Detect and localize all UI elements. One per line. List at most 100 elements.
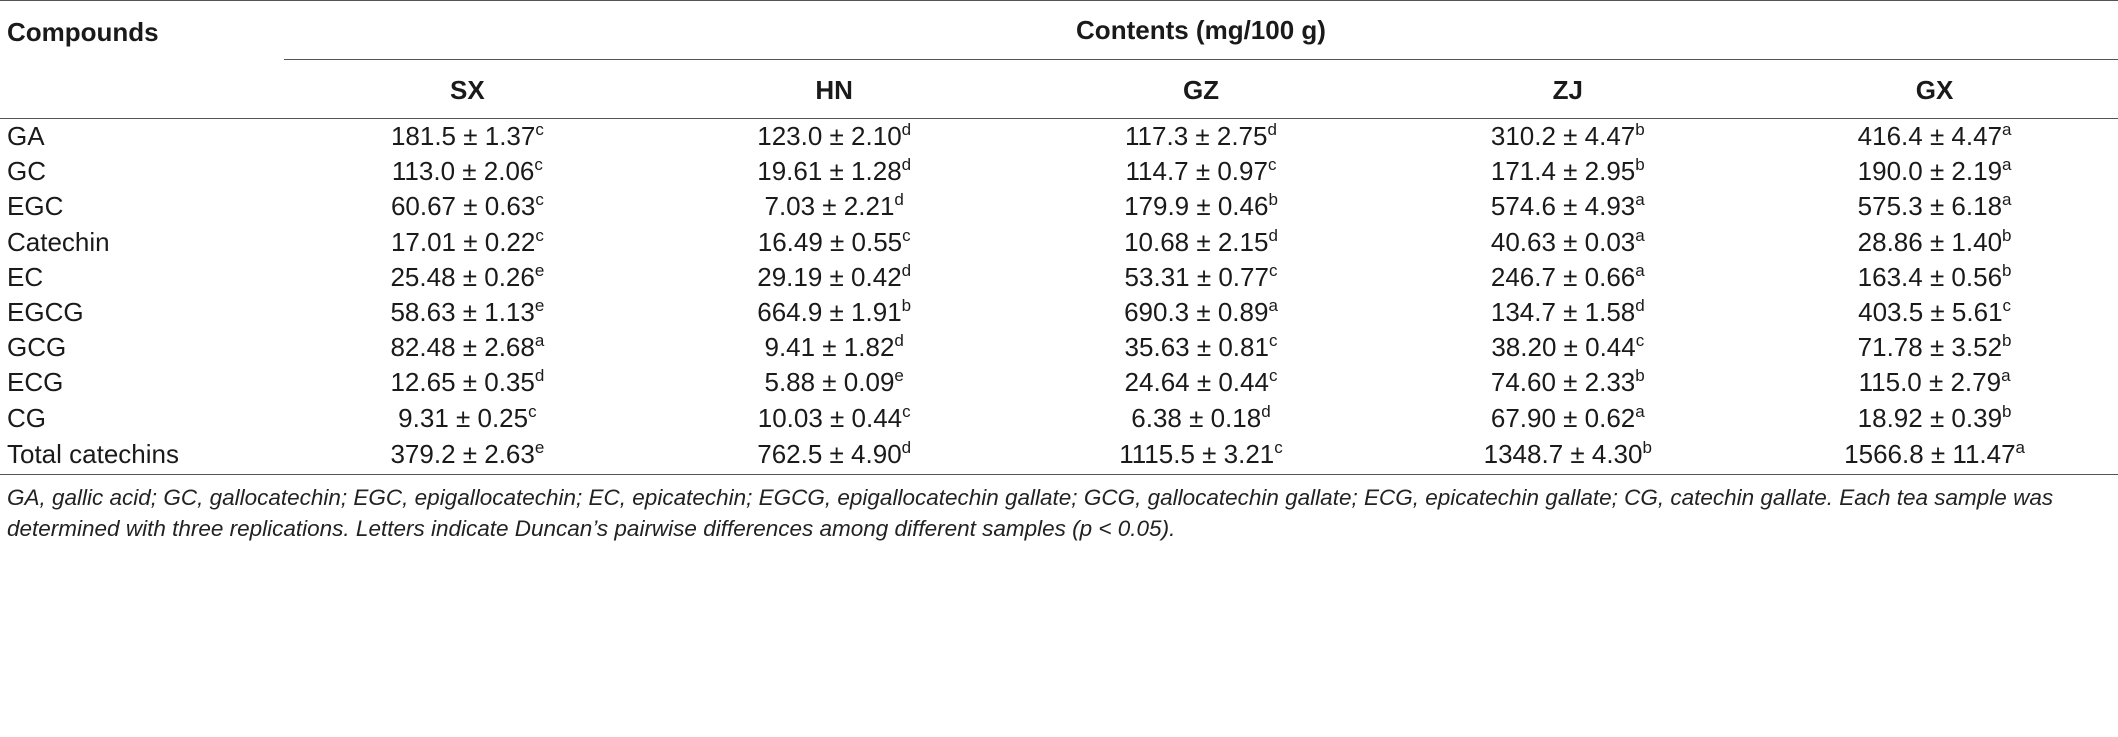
significance-letter: c: [1268, 366, 1278, 386]
table-row: Catechin 17.01 ± 0.22c 16.49 ± 0.55c 10.68 …: [0, 225, 2118, 260]
table-cell: 5.88 ± 0.09e: [651, 365, 1018, 400]
table-cell: 246.7 ± 0.66a: [1384, 260, 1751, 295]
significance-letter: e: [534, 260, 545, 280]
significance-letter: a: [2015, 438, 2026, 458]
table-row: GCG 82.48 ± 2.68a 9.41 ± 1.82d 35.63 ± 0.81…: [0, 330, 2118, 365]
table-cell: 35.63 ± 0.81c: [1018, 330, 1385, 365]
table-row: GA 181.5 ± 1.37c 123.0 ± 2.10d 117.3 ± 2.75…: [0, 119, 2118, 155]
cell-value: 403.5 ± 5.61: [1858, 297, 2003, 328]
table-cell: 179.9 ± 0.46b: [1018, 189, 1385, 224]
table-cell: 117.3 ± 2.75d: [1018, 119, 1385, 155]
table-cell: 9.31 ± 0.25c: [284, 401, 651, 436]
table-cell: 28.86 ± 1.40b: [1751, 225, 2118, 260]
significance-letter: c: [535, 120, 544, 140]
significance-letter: b: [2002, 401, 2012, 421]
cell-value: 117.3 ± 2.75: [1125, 121, 1268, 152]
contents-group-header: Contents (mg/100 g): [284, 0, 2118, 60]
column-header-gz: GZ: [1017, 59, 1385, 119]
table-cell: 690.3 ± 0.89a: [1018, 295, 1385, 330]
cell-value: 25.48 ± 0.26: [390, 261, 535, 292]
table-cell: 60.67 ± 0.63c: [284, 189, 651, 224]
significance-letter: c: [902, 225, 911, 245]
table-footnote: GA, gallic acid; GC, gallocatechin; EGC,…: [7, 484, 2054, 541]
table-cell: 762.5 ± 4.90d: [650, 435, 1018, 475]
cell-value: 10.68 ± 2.15: [1124, 226, 1269, 257]
cell-value: 19.61 ± 1.28: [757, 156, 902, 187]
table-cell: 379.2 ± 2.63e: [284, 435, 651, 475]
table-cell: 7.03 ± 2.21d: [651, 189, 1018, 224]
table-row: EGC 60.67 ± 0.63c 7.03 ± 2.21d 179.9 ± 0.46…: [0, 189, 2118, 224]
table-cell: 9.41 ± 1.82d: [651, 330, 1018, 365]
column-header-sx: SX: [284, 59, 651, 119]
table-cell: 16.49 ± 0.55c: [651, 225, 1018, 260]
significance-letter: b: [901, 296, 912, 316]
significance-letter: c: [528, 401, 537, 421]
table-cell: 113.0 ± 2.06c: [284, 154, 651, 189]
table-cell: 171.4 ± 2.95b: [1384, 154, 1751, 189]
cell-value: 16.49 ± 0.55: [757, 226, 903, 257]
cell-value: 9.31 ± 0.25: [398, 402, 529, 433]
significance-letter: a: [1268, 296, 1278, 316]
row-compound-name: GC: [7, 156, 46, 187]
cell-value: 82.48 ± 2.68: [390, 332, 535, 363]
cell-value: 24.64 ± 0.44: [1124, 367, 1269, 398]
cell-value: 179.9 ± 0.46: [1124, 191, 1269, 222]
significance-letter: c: [902, 401, 911, 421]
significance-letter: d: [901, 155, 912, 175]
significance-letter: e: [534, 296, 545, 316]
significance-letter: e: [534, 438, 545, 458]
table-cell: 416.4 ± 4.47a: [1751, 119, 2118, 155]
cell-value: 664.9 ± 1.91: [757, 297, 902, 328]
cell-value: 1115.5 ± 3.21: [1119, 439, 1275, 470]
cell-value: 6.38 ± 0.18: [1131, 402, 1262, 433]
table-row: CG 9.31 ± 0.25c 10.03 ± 0.44c 6.38 ± 0.18d 6…: [0, 401, 2118, 436]
significance-letter: c: [1268, 260, 1278, 280]
column-header-zj: ZJ: [1384, 59, 1752, 119]
cell-value: 53.31 ± 0.77: [1124, 261, 1269, 292]
significance-letter: c: [534, 155, 543, 175]
significance-letter: d: [901, 120, 912, 140]
table-cell: 82.48 ± 2.68a: [284, 330, 651, 365]
cell-value: 575.3 ± 6.18: [1857, 191, 2003, 222]
cell-value: 40.63 ± 0.03: [1490, 226, 1636, 257]
cell-value: 416.4 ± 4.47: [1857, 121, 2003, 152]
cell-value: 9.41 ± 1.82: [764, 332, 895, 363]
cell-value: 190.0 ± 2.19: [1857, 156, 2003, 187]
significance-letter: b: [1635, 366, 1645, 386]
cell-value: 134.7 ± 1.58: [1490, 297, 1636, 328]
catechin-content-table: Compounds Contents (mg/100 g) SX HN GZ ZJ GX…: [0, 0, 2118, 475]
cell-value: 246.7 ± 0.66: [1490, 261, 1636, 292]
significance-letter: a: [1635, 401, 1645, 421]
cell-value: 115.0 ± 2.79: [1858, 367, 2002, 398]
cell-value: 67.90 ± 0.62: [1490, 402, 1636, 433]
table-cell: 575.3 ± 6.18a: [1751, 189, 2118, 224]
compounds-header: Compounds: [0, 0, 284, 119]
table-cell: 123.0 ± 2.10d: [651, 119, 1018, 155]
table-cell: 18.92 ± 0.39b: [1751, 401, 2118, 436]
table-cell: 12.65 ± 0.35d: [284, 365, 651, 400]
cell-value: 74.60 ± 2.33: [1490, 367, 1636, 398]
significance-letter: c: [1268, 331, 1278, 351]
significance-letter: c: [2002, 296, 2012, 316]
significance-letter: b: [1635, 155, 1645, 175]
row-compound-name: EGCG: [7, 297, 84, 328]
significance-letter: b: [2002, 331, 2012, 351]
table-body: GA 181.5 ± 1.37c 123.0 ± 2.10d 117.3 ± 2.75…: [0, 119, 2118, 475]
significance-letter: c: [535, 190, 544, 210]
significance-letter: a: [2001, 366, 2011, 386]
cell-value: 60.67 ± 0.63: [390, 191, 536, 222]
cell-value: 35.63 ± 0.81: [1124, 332, 1269, 363]
table-cell: 25.48 ± 0.26e: [284, 260, 651, 295]
cell-value: 163.4 ± 0.56: [1857, 261, 2003, 292]
significance-letter: a: [2002, 120, 2012, 140]
table-cell: 115.0 ± 2.79a: [1751, 365, 2118, 400]
table-cell: 74.60 ± 2.33b: [1384, 365, 1751, 400]
table-cell: 163.4 ± 0.56b: [1751, 260, 2118, 295]
significance-letter: d: [1268, 225, 1278, 245]
table-cell: 24.64 ± 0.44c: [1018, 365, 1385, 400]
significance-letter: b: [2002, 260, 2012, 280]
cell-value: 12.65 ± 0.35: [390, 367, 535, 398]
table-cell: 1566.8 ± 11.47a: [1751, 435, 2118, 475]
significance-letter: d: [1267, 120, 1277, 140]
cell-value: 113.0 ± 2.06: [391, 156, 535, 187]
